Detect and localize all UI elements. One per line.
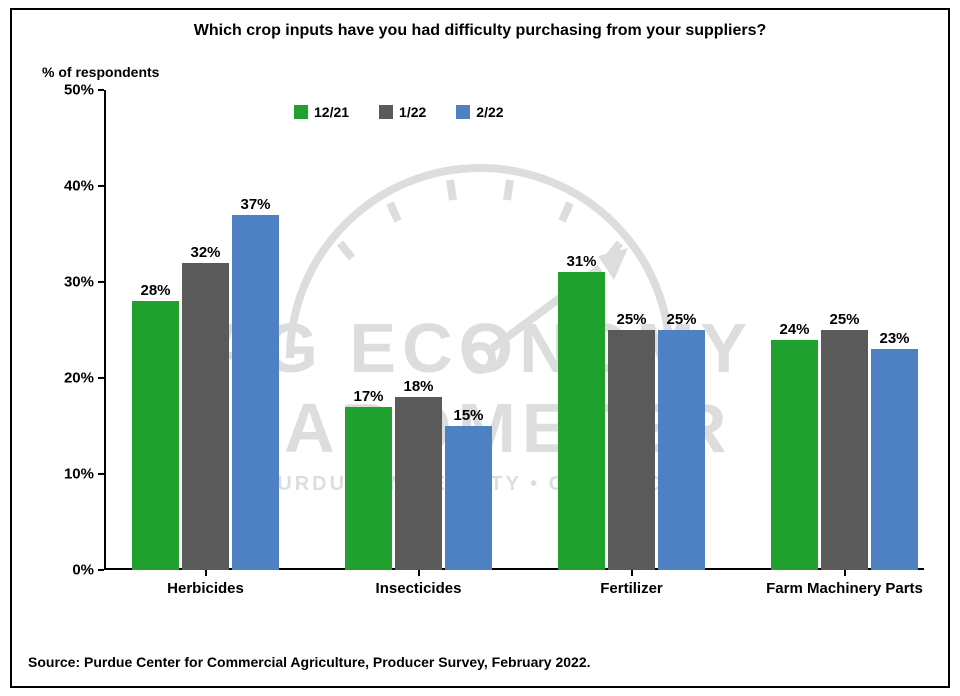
legend-label: 12/21 (314, 104, 349, 120)
ytick-label: 30% (34, 274, 94, 291)
legend-label: 2/22 (476, 104, 503, 120)
category-label: Farm Machinery Parts (766, 580, 923, 597)
bar (445, 426, 492, 570)
legend-label: 1/22 (399, 104, 426, 120)
source-text: Source: Purdue Center for Commercial Agr… (28, 654, 591, 670)
bar (658, 330, 705, 570)
legend-item: 2/22 (456, 104, 503, 120)
y-axis-label: % of respondents (42, 64, 159, 80)
legend-swatch (379, 105, 393, 119)
ytick-label: 20% (34, 370, 94, 387)
legend: 12/21 1/22 2/22 (294, 104, 504, 120)
ytick-mark (98, 569, 104, 571)
bar (132, 301, 179, 570)
legend-item: 1/22 (379, 104, 426, 120)
plot-area: 0%10%20%30%40%50% 28%32%37%17%18%15%31%2… (104, 90, 924, 570)
bar (232, 215, 279, 570)
bar-value-label: 25% (829, 311, 859, 328)
bar-value-label: 25% (616, 311, 646, 328)
category-label: Fertilizer (600, 580, 663, 597)
bar-value-label: 23% (879, 330, 909, 347)
bar (395, 397, 442, 570)
xtick-mark (418, 570, 420, 576)
ytick-mark (98, 473, 104, 475)
bar-value-label: 24% (779, 321, 809, 338)
category-label: Insecticides (376, 580, 462, 597)
ytick-mark (98, 185, 104, 187)
bar-value-label: 18% (403, 378, 433, 395)
ytick-label: 0% (34, 562, 94, 579)
legend-swatch (294, 105, 308, 119)
bar-value-label: 31% (566, 253, 596, 270)
xtick-mark (844, 570, 846, 576)
ytick-label: 40% (34, 178, 94, 195)
xtick-mark (205, 570, 207, 576)
bar-value-label: 37% (240, 196, 270, 213)
ytick-mark (98, 377, 104, 379)
bar-value-label: 32% (190, 244, 220, 261)
bar (558, 272, 605, 570)
bar-value-label: 17% (353, 388, 383, 405)
ytick-mark (98, 281, 104, 283)
ytick-label: 50% (34, 82, 94, 99)
xtick-mark (631, 570, 633, 576)
bar (345, 407, 392, 570)
ytick-label: 10% (34, 466, 94, 483)
bar (771, 340, 818, 570)
ytick-mark (98, 89, 104, 91)
bar (182, 263, 229, 570)
bar-value-label: 25% (666, 311, 696, 328)
legend-swatch (456, 105, 470, 119)
bar (608, 330, 655, 570)
bar-value-label: 15% (453, 407, 483, 424)
bar (821, 330, 868, 570)
chart-title: Which crop inputs have you had difficult… (12, 22, 948, 40)
y-axis-line (104, 90, 106, 570)
legend-item: 12/21 (294, 104, 349, 120)
bar-value-label: 28% (140, 282, 170, 299)
bar (871, 349, 918, 570)
category-label: Herbicides (167, 580, 244, 597)
chart-frame: Which crop inputs have you had difficult… (10, 8, 950, 688)
